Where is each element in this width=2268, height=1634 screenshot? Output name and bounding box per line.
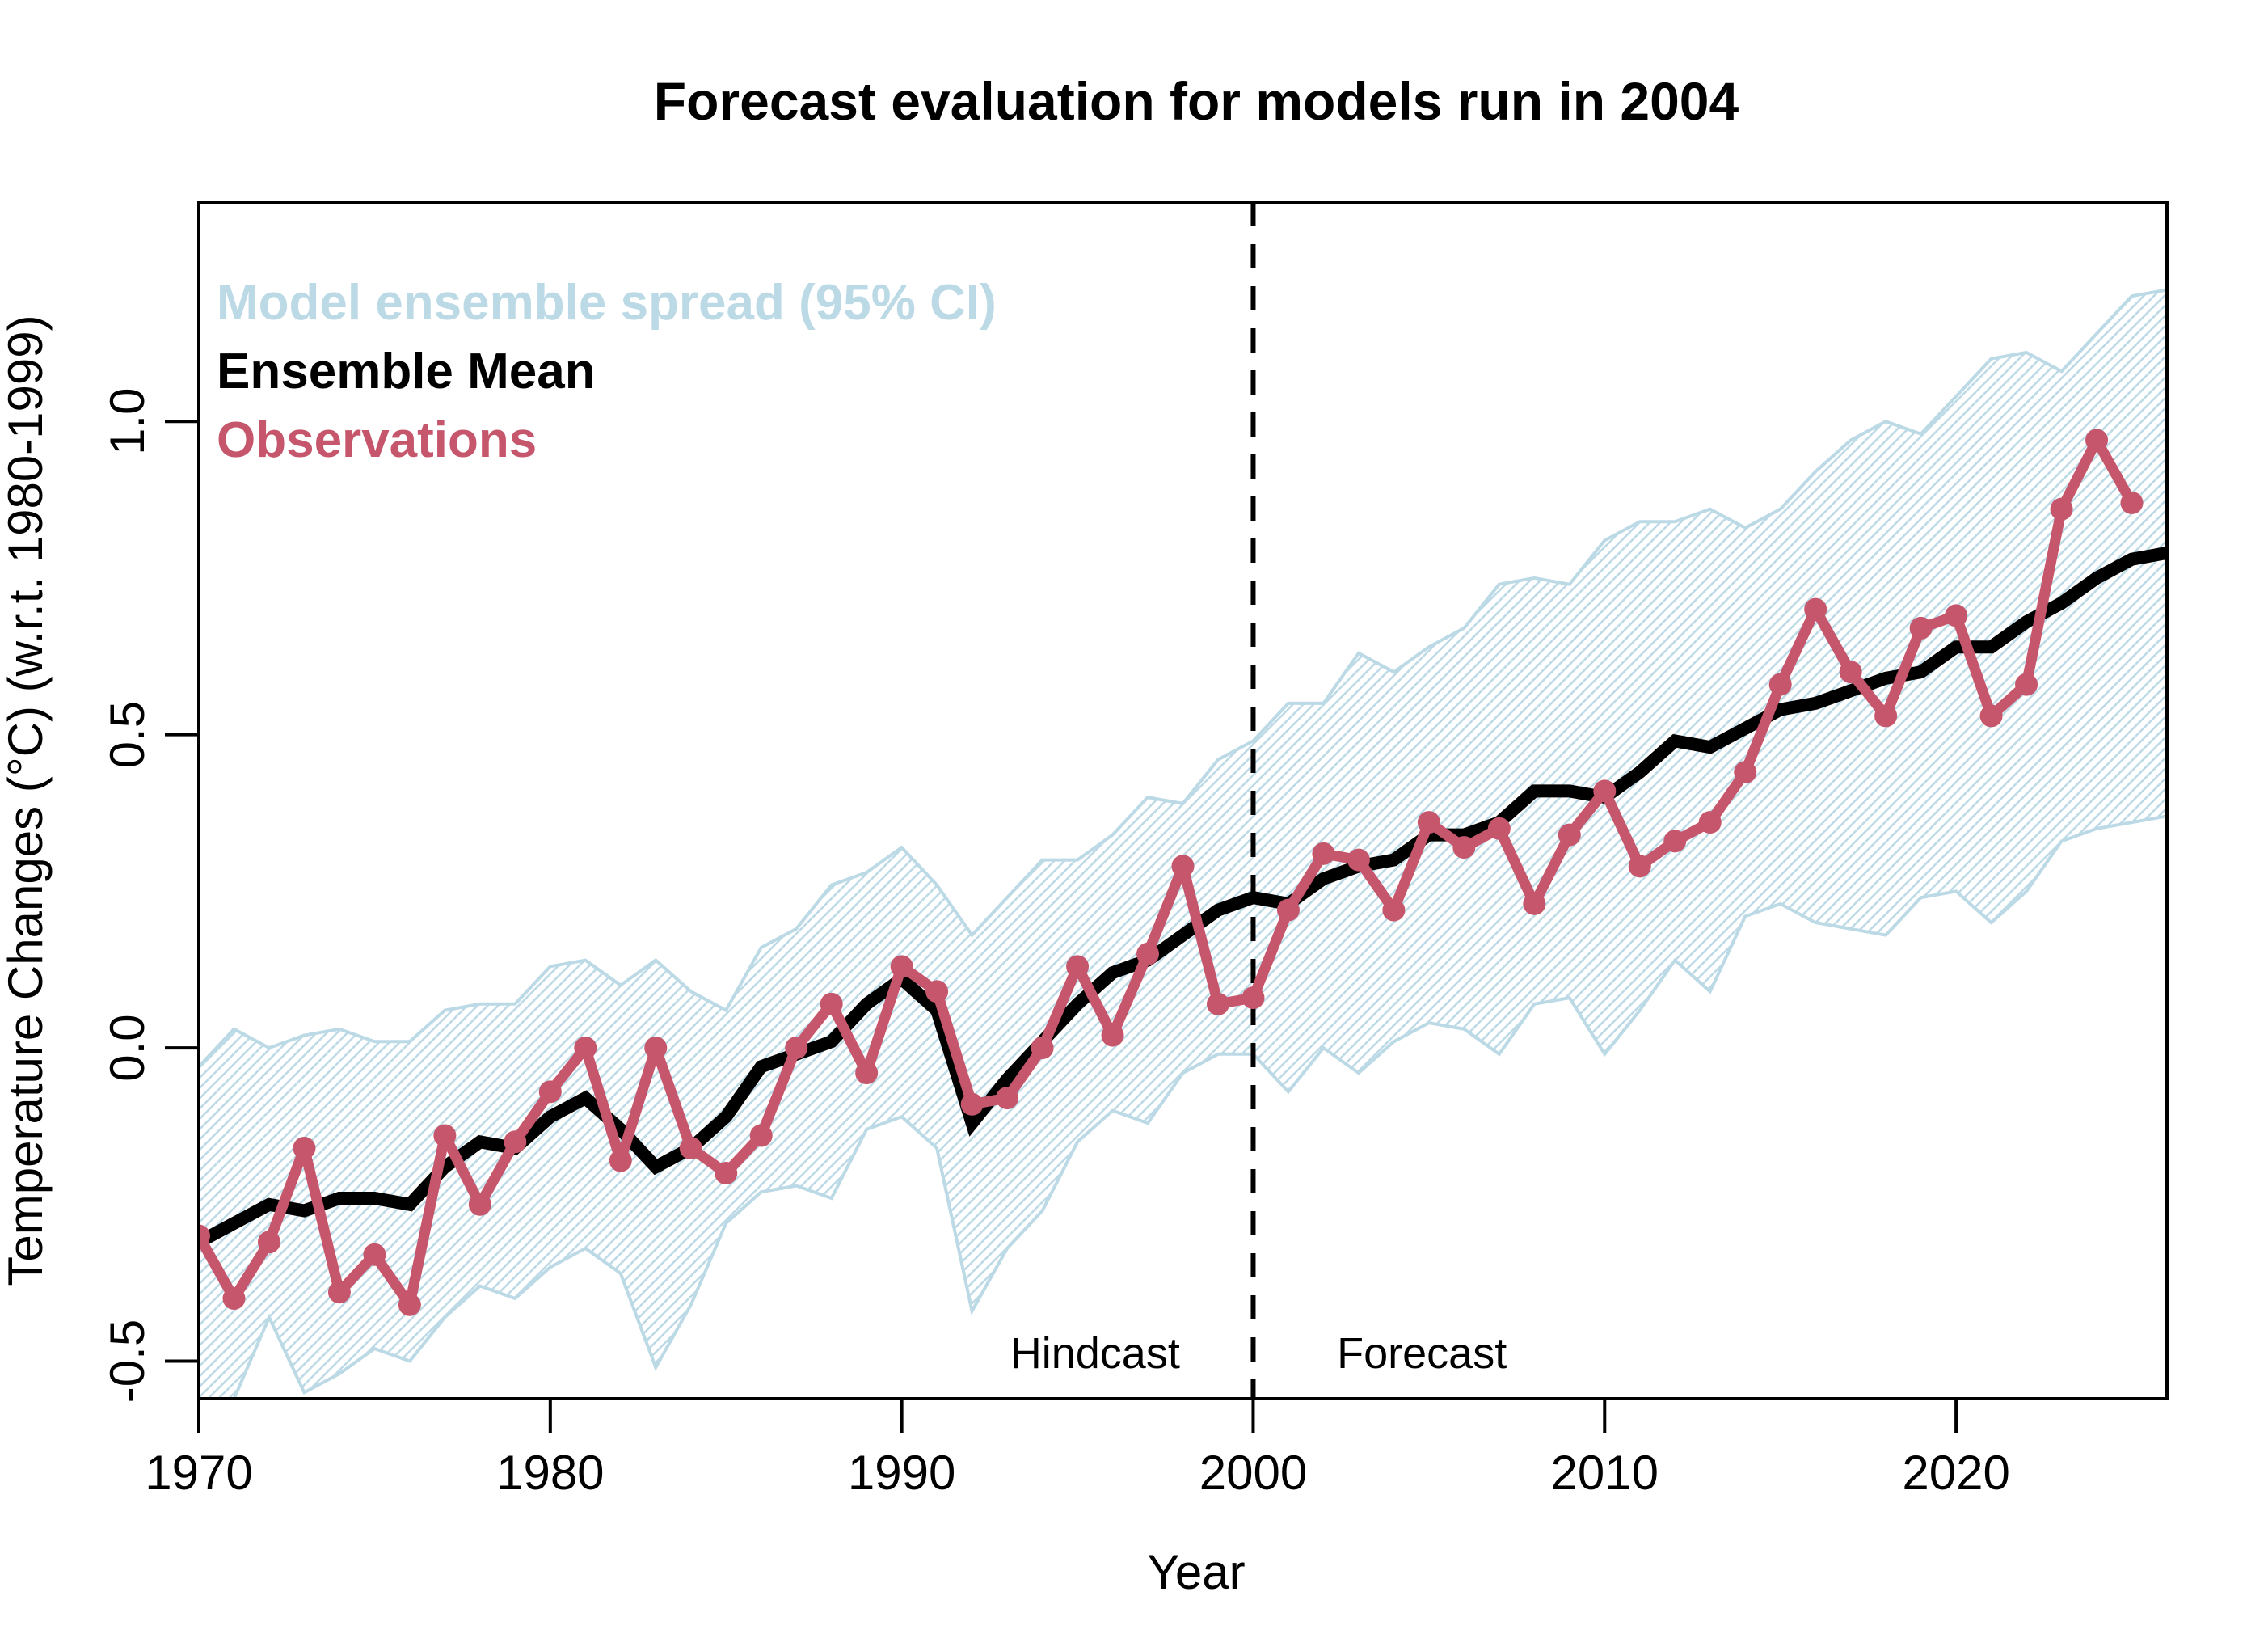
x-tick-label-2000: 2000 bbox=[1199, 1446, 1307, 1500]
observation-point-1986 bbox=[749, 1124, 773, 1147]
observation-point-2014 bbox=[1734, 761, 1757, 784]
observation-point-2018 bbox=[1874, 704, 1898, 728]
observation-point-1989 bbox=[855, 1062, 879, 1085]
x-tick-label-2010: 2010 bbox=[1551, 1446, 1659, 1500]
x-tick-label-2020: 2020 bbox=[1902, 1446, 2009, 1500]
observation-point-2017 bbox=[1839, 661, 1862, 684]
observation-point-2013 bbox=[1698, 811, 1722, 834]
y-tick-label-0: 0.0 bbox=[100, 1014, 154, 1081]
observation-point-1977 bbox=[433, 1124, 457, 1147]
observation-point-1980 bbox=[538, 1080, 562, 1104]
observation-point-2025 bbox=[2120, 491, 2144, 514]
observation-point-1993 bbox=[996, 1087, 1019, 1110]
observation-point-1982 bbox=[609, 1149, 632, 1172]
y-tick-label-1: 1.0 bbox=[100, 387, 154, 454]
plot-area bbox=[199, 202, 2167, 1399]
y-axis: -0.5 0.0 0.5 1.0 bbox=[100, 387, 199, 1403]
observation-point-1994 bbox=[1031, 1037, 1054, 1060]
observation-point-2015 bbox=[1768, 673, 1792, 696]
hindcast-label: Hindcast bbox=[1010, 1329, 1180, 1378]
observation-point-2020 bbox=[1945, 604, 1968, 627]
observation-point-1985 bbox=[715, 1162, 738, 1185]
ensemble-mean-line bbox=[199, 547, 2167, 1248]
observation-point-1973 bbox=[293, 1137, 316, 1160]
observation-point-2007 bbox=[1487, 817, 1511, 840]
observation-point-2008 bbox=[1523, 892, 1546, 915]
observation-point-2003 bbox=[1347, 848, 1370, 872]
observation-point-1987 bbox=[785, 1037, 808, 1060]
legend: Model ensemble spread (95% CI) Ensemble … bbox=[217, 275, 997, 468]
observation-point-1972 bbox=[257, 1231, 280, 1254]
x-axis-label: Year bbox=[1147, 1545, 1245, 1599]
observation-point-1990 bbox=[890, 955, 913, 978]
observation-point-2023 bbox=[2050, 497, 2073, 521]
observation-point-2019 bbox=[1909, 616, 1933, 640]
forecast-label: Forecast bbox=[1337, 1329, 1507, 1378]
observation-point-1988 bbox=[820, 992, 843, 1015]
observation-point-2000 bbox=[1241, 986, 1265, 1010]
observation-point-1997 bbox=[1136, 942, 1160, 965]
x-tick-label-1970: 1970 bbox=[145, 1446, 252, 1500]
observation-point-1999 bbox=[1206, 992, 1229, 1015]
observation-point-2024 bbox=[2085, 429, 2109, 452]
x-tick-label-1990: 1990 bbox=[848, 1446, 955, 1500]
y-axis-label: Temperature Changes (°C) (w.r.t. 1980-19… bbox=[0, 315, 53, 1286]
observations-markers bbox=[199, 429, 2144, 1316]
ensemble-spread-band bbox=[199, 288, 2167, 1399]
observation-point-1971 bbox=[222, 1287, 246, 1311]
plot-frame bbox=[197, 201, 2169, 1400]
observation-point-1983 bbox=[644, 1037, 668, 1060]
legend-label-mean: Ensemble Mean bbox=[217, 344, 596, 399]
y-tick-label-0.5: 0.5 bbox=[100, 701, 154, 768]
y-tick-label--0.5: -0.5 bbox=[100, 1319, 154, 1403]
observation-point-2016 bbox=[1804, 597, 1827, 621]
observation-point-1975 bbox=[363, 1243, 386, 1266]
observation-point-1991 bbox=[925, 980, 949, 1003]
observation-point-2021 bbox=[1979, 704, 2003, 728]
observation-point-2004 bbox=[1382, 898, 1406, 922]
observation-point-1981 bbox=[574, 1037, 597, 1060]
observation-point-1995 bbox=[1066, 955, 1090, 978]
observation-point-1978 bbox=[468, 1193, 491, 1216]
observation-point-1974 bbox=[327, 1281, 351, 1304]
legend-label-spread: Model ensemble spread (95% CI) bbox=[217, 275, 997, 331]
x-axis: 1970 1980 1990 2000 2010 2020 bbox=[145, 1399, 2010, 1500]
chart-title: Forecast evaluation for models run in 20… bbox=[654, 71, 1739, 131]
observation-point-1998 bbox=[1171, 855, 1195, 878]
observation-point-2001 bbox=[1276, 898, 1300, 922]
observation-point-2012 bbox=[1663, 830, 1687, 853]
observation-point-1970 bbox=[199, 1224, 210, 1248]
observation-point-2005 bbox=[1417, 811, 1440, 834]
observation-point-1979 bbox=[504, 1130, 527, 1154]
observation-point-2006 bbox=[1452, 836, 1476, 859]
observation-point-2022 bbox=[2015, 673, 2038, 696]
observation-point-2010 bbox=[1593, 779, 1617, 803]
x-tick-label-1980: 1980 bbox=[496, 1446, 604, 1500]
observation-point-1996 bbox=[1101, 1024, 1124, 1047]
observation-point-1976 bbox=[398, 1293, 421, 1316]
observation-point-2009 bbox=[1558, 823, 1581, 847]
observation-point-1992 bbox=[960, 1092, 984, 1116]
observation-point-2002 bbox=[1312, 842, 1335, 865]
observation-point-2011 bbox=[1628, 855, 1651, 878]
observation-point-1984 bbox=[679, 1137, 702, 1160]
legend-label-observations: Observations bbox=[217, 412, 537, 468]
